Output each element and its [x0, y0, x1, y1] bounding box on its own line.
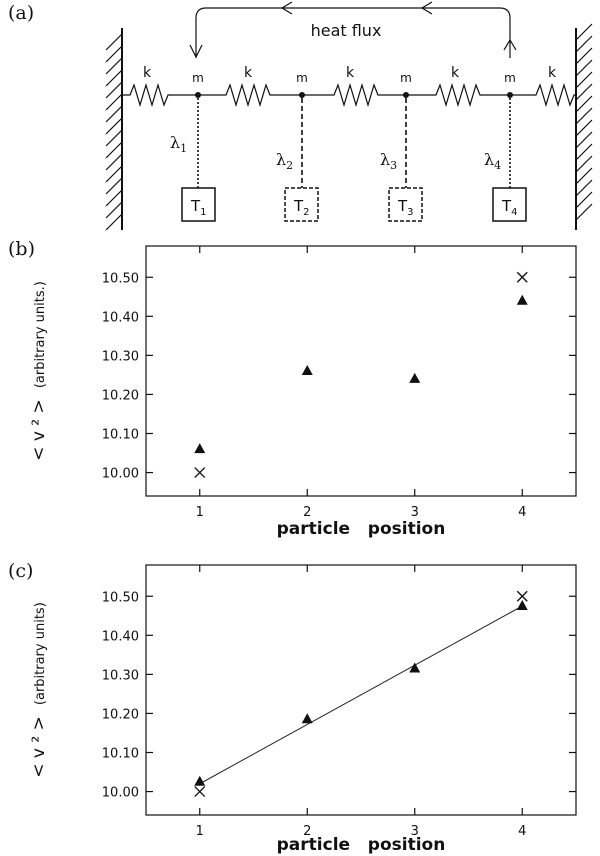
triangle-point [516, 600, 528, 611]
coupling-symbol: λ [380, 150, 390, 169]
spring-label: k [548, 65, 557, 81]
x-tick-label: 4 [518, 505, 526, 520]
coupling-subscript: 3 [390, 159, 397, 172]
reservoir-symbol: T [397, 197, 408, 215]
triangle-point [301, 365, 313, 375]
triangle-point [409, 662, 421, 673]
mass-label: m [400, 71, 412, 85]
y-tick-label: 10.30 [102, 349, 139, 364]
x-tick-label: 2 [303, 824, 311, 839]
x-tick-label: 1 [196, 824, 204, 839]
cross-point [194, 467, 206, 479]
y-tick-label: 10.50 [102, 271, 139, 286]
triangle-point [409, 372, 421, 383]
reservoir-label: T4 [501, 197, 518, 218]
y-tick-label: 10.00 [102, 786, 139, 801]
mass-label: m [192, 71, 204, 85]
triangle-point [194, 775, 206, 786]
heat-flux-label: heat flux [311, 21, 382, 40]
reservoir-label: T2 [293, 197, 310, 218]
reservoir-boxes [181, 187, 527, 222]
y-tick-label: 10.50 [102, 590, 139, 605]
reservoir-symbol: T [501, 197, 512, 215]
panel-c-label: (c) [8, 560, 34, 582]
plot-frame [145, 564, 577, 816]
x-tick-label: 1 [196, 505, 204, 520]
y-axis-label-main: < v ² > [29, 399, 49, 461]
y-axis-label: < v ² > (arbitrary units.) [29, 281, 49, 461]
left-wall [105, 28, 123, 231]
reservoir-subscript: 3 [407, 207, 413, 218]
reservoir-label: T3 [397, 197, 414, 218]
coupling-subscript: 4 [494, 159, 501, 172]
x-tick-label: 3 [411, 824, 419, 839]
mass-particles [195, 92, 513, 98]
chain-schematic: k k k k k m m m m heat flux λ1 λ2 λ3 λ4 [105, 1, 593, 231]
coupling-label: λ2 [276, 150, 293, 172]
reservoir-symbol: T [293, 197, 304, 215]
triangle-point [301, 713, 313, 724]
plot-frame [145, 245, 577, 497]
y-tick-label: 10.20 [102, 707, 139, 722]
coupling-lines [197, 98, 511, 188]
panel-b-label: (b) [8, 238, 35, 260]
y-tick-label: 10.30 [102, 668, 139, 683]
x-axis-label: particle position [277, 835, 446, 855]
reservoir-subscript: 4 [511, 207, 517, 218]
coupling-label: λ3 [380, 150, 397, 172]
x-axis-label: particle position [277, 519, 446, 539]
y-axis-label-main: < v ² > [29, 716, 49, 778]
y-tick-label: 10.40 [102, 310, 139, 325]
spring-label: k [346, 65, 355, 81]
mass-label: m [296, 71, 308, 85]
heat-flux-arrow [189, 1, 517, 59]
y-axis-label: < v ² > (arbitrary units) [29, 602, 49, 778]
reservoir-subscript: 2 [303, 207, 309, 218]
mass-label: m [504, 71, 516, 85]
y-axis-label-units: (arbitrary units) [33, 602, 48, 705]
spring-label: k [143, 65, 152, 81]
y-tick-label: 10.40 [102, 629, 139, 644]
coupling-symbol: λ [170, 133, 180, 152]
x-tick-label: 2 [303, 505, 311, 520]
reservoir-subscript: 1 [200, 207, 206, 218]
y-tick-label: 10.20 [102, 388, 139, 403]
chart-b: < v ² > (arbitrary units.) particle posi… [29, 245, 577, 539]
y-tick-label: 10.10 [102, 428, 139, 443]
coupling-subscript: 2 [286, 159, 293, 172]
coupling-symbol: λ [276, 150, 286, 169]
spring-label: k [244, 65, 253, 81]
triangle-point [516, 294, 528, 305]
coupling-symbol: λ [484, 150, 494, 169]
reservoir-label: T1 [190, 197, 207, 218]
spring-chain [122, 82, 576, 108]
y-axis-label-units: (arbitrary units.) [33, 281, 48, 388]
y-tick-label: 10.00 [102, 467, 139, 482]
coupling-label: λ4 [484, 150, 501, 172]
cross-point [516, 271, 528, 283]
triangle-point [194, 443, 206, 454]
cross-point [194, 786, 206, 798]
reservoir-symbol: T [190, 197, 201, 215]
x-tick-label: 4 [518, 824, 526, 839]
y-tick-label: 10.10 [102, 747, 139, 762]
spring-label: k [451, 65, 460, 81]
right-wall [575, 23, 593, 230]
coupling-subscript: 1 [180, 142, 187, 155]
chart-c: < v ² > (arbitrary units) particle posit… [29, 564, 577, 855]
coupling-label: λ1 [170, 133, 187, 155]
cross-point [516, 590, 528, 602]
x-tick-label: 3 [411, 505, 419, 520]
fit-line [199, 605, 523, 785]
panel-a-label: (a) [8, 2, 35, 24]
